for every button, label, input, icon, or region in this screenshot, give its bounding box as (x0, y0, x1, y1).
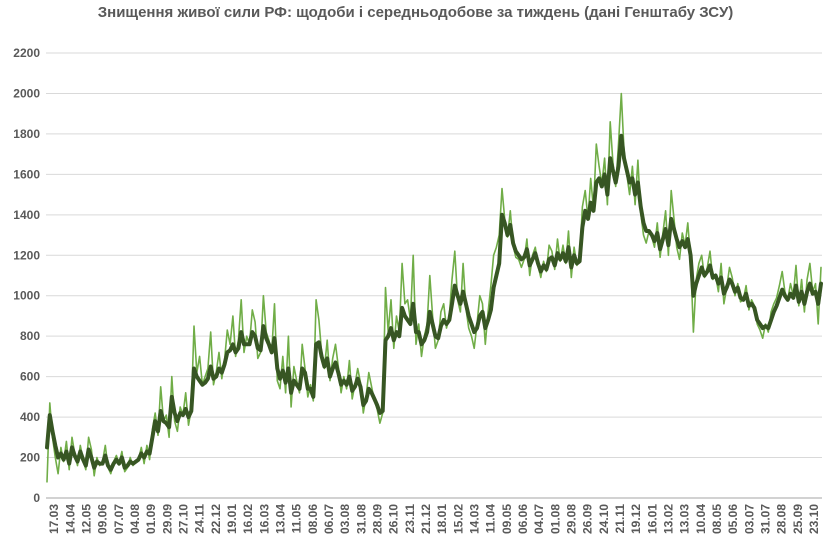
y-tick-label: 1800 (13, 127, 40, 141)
x-tick-label: 09.05 (500, 504, 514, 534)
x-tick-label: 27.10 (176, 504, 190, 534)
series-line-weekly_avg (45, 133, 823, 472)
x-tick-label: 17.03 (47, 504, 61, 534)
series-line-daily (46, 92, 822, 483)
x-tick-label: 06.07 (322, 504, 336, 534)
x-tick-label: 13.03 (678, 504, 692, 534)
x-tick-label: 23.10 (807, 504, 821, 534)
x-tick-label: 11.04 (484, 504, 498, 534)
y-axis-ticks: 0 200 400 600 800 1000 1200 1400 1600 1800 2000 220… (13, 46, 40, 505)
x-tick-label: 01.09 (144, 504, 158, 534)
x-tick-label: 04.08 (128, 504, 142, 534)
x-tick-label: 07.07 (112, 504, 126, 534)
x-tick-label: 04.07 (532, 504, 546, 534)
x-tick-label: 26.10 (387, 504, 401, 534)
x-tick-label: 22.12 (209, 504, 223, 534)
x-tick-label: 15.02 (451, 504, 465, 534)
y-tick-label: 0 (33, 491, 40, 505)
y-tick-label: 1200 (13, 248, 40, 262)
y-tick-label: 2000 (13, 86, 40, 100)
x-tick-label: 19.01 (225, 504, 239, 534)
x-tick-label: 29.09 (160, 504, 174, 534)
x-tick-label: 16.02 (241, 504, 255, 534)
x-tick-label: 10.04 (694, 504, 708, 534)
x-tick-label: 13.02 (661, 504, 675, 534)
x-tick-label: 25.09 (791, 504, 805, 534)
y-tick-label: 600 (20, 370, 40, 384)
y-tick-label: 1400 (13, 208, 40, 222)
x-tick-label: 11.05 (290, 504, 304, 534)
x-tick-label: 21.11 (613, 504, 627, 534)
x-tick-label: 01.08 (548, 504, 562, 534)
x-tick-label: 12.05 (79, 504, 93, 534)
y-tick-label: 200 (20, 451, 40, 465)
chart-title: Знищення живої сили РФ: щодоби і середнь… (97, 4, 734, 21)
x-tick-label: 24.11 (193, 504, 207, 534)
x-tick-label: 14.03 (467, 504, 481, 534)
x-tick-label: 31.07 (758, 504, 772, 534)
y-tick-label: 800 (20, 329, 40, 343)
series-layer (45, 92, 823, 483)
x-tick-label: 16.01 (645, 504, 659, 534)
gridlines (46, 52, 822, 459)
x-axis-ticks: 17.03 14.04 12.05 09.06 07.07 04.08 01.09 29.09… (47, 504, 821, 534)
x-tick-label: 19.12 (629, 504, 643, 534)
y-tick-label: 1000 (13, 289, 40, 303)
x-tick-label: 05.06 (726, 504, 740, 534)
x-tick-label: 28.09 (370, 504, 384, 534)
y-tick-label: 1600 (13, 167, 40, 181)
y-tick-label: 2200 (13, 46, 40, 60)
x-tick-label: 18.01 (435, 504, 449, 534)
x-tick-label: 29.08 (564, 504, 578, 534)
x-tick-label: 03.08 (338, 504, 352, 534)
y-tick-label: 400 (20, 410, 40, 424)
x-tick-label: 31.08 (354, 504, 368, 534)
x-tick-label: 16.03 (257, 504, 271, 534)
x-tick-label: 08.05 (710, 504, 724, 534)
x-tick-label: 08.06 (306, 504, 320, 534)
x-tick-label: 13.04 (273, 504, 287, 534)
x-tick-label: 21.12 (419, 504, 433, 534)
x-tick-label: 28.08 (775, 504, 789, 534)
x-tick-label: 03.07 (742, 504, 756, 534)
x-tick-label: 26.09 (581, 504, 595, 534)
x-tick-label: 24.10 (597, 504, 611, 534)
x-tick-label: 14.04 (63, 504, 77, 534)
x-tick-label: 23.11 (403, 504, 417, 534)
x-tick-label: 06.06 (516, 504, 530, 534)
x-tick-label: 09.06 (96, 504, 110, 534)
